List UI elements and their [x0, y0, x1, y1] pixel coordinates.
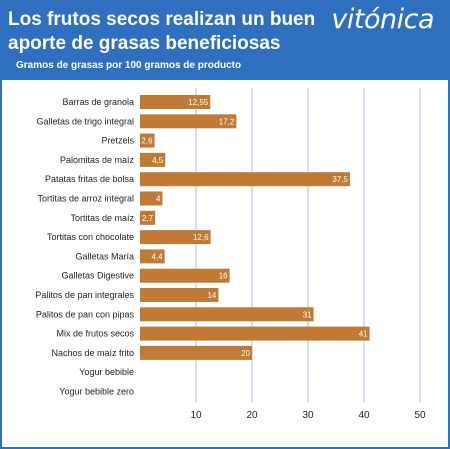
data-label: 20: [241, 349, 250, 358]
data-label: 17,2: [219, 117, 235, 126]
category-label: Palitos de pan con pipas: [36, 309, 135, 319]
data-label: 41: [359, 330, 368, 339]
chart-title: Los frutos secos realizan un buen aporte…: [8, 9, 316, 54]
category-label: Tortitas con chocolate: [47, 232, 134, 242]
category-label: Yogur bebible zero: [59, 387, 134, 397]
data-label: 4: [156, 195, 161, 204]
data-label: 12,55: [188, 98, 209, 107]
bar: [140, 133, 155, 148]
bar: [140, 172, 350, 187]
bar: [140, 191, 163, 206]
x-tick-label: 40: [358, 410, 370, 421]
chart-panel: 10 20 30 40 50 Barras de granola 12,55 Galletas…: [2, 80, 448, 447]
data-label: 2,6: [141, 137, 153, 146]
bar: [140, 95, 211, 109]
x-tick-label: 50: [414, 410, 426, 421]
category-label: Palitos de pan integrales: [35, 290, 134, 300]
bar: [140, 307, 314, 322]
bar: [140, 345, 252, 360]
chart-subtitle: Gramos de grasas por 100 gramos de produ…: [16, 60, 242, 71]
data-label: 4,4: [152, 252, 164, 261]
x-tick-label: 20: [246, 410, 258, 421]
category-label: Nachos de maíz frito: [51, 348, 134, 358]
bar: [140, 230, 211, 245]
x-tick-label: 30: [302, 410, 314, 421]
data-label: 31: [303, 310, 312, 319]
category-label: Pretzels: [101, 136, 134, 146]
data-label: 14: [207, 291, 216, 300]
bar: [140, 114, 237, 129]
brand-logo: vitónica: [331, 4, 434, 35]
bar: [140, 210, 156, 225]
data-label: 4,5: [152, 156, 164, 165]
category-label: Tortitas de arroz integral: [37, 194, 134, 204]
category-label: Palomitas de maíz: [60, 155, 135, 165]
bar: [140, 326, 370, 341]
data-label: 16: [219, 272, 228, 281]
category-label: Galletas María: [75, 251, 134, 261]
category-label: Galletas de trigo integral: [36, 116, 134, 126]
category-label: Patatas fritas de bolsa: [45, 174, 134, 184]
bar: [140, 288, 219, 302]
category-label: Barras de granola: [62, 97, 134, 107]
bar-chart: 10 20 30 40 50 Barras de granola 12,55 Galletas…: [35, 88, 426, 421]
bar: [140, 268, 230, 283]
category-label: Yogur bebible: [79, 367, 134, 377]
x-tick-label: 10: [190, 410, 202, 421]
data-label: 37,5: [332, 175, 348, 184]
data-label: 2,7: [142, 214, 154, 223]
bar: [140, 152, 166, 167]
category-label: Tortitas de maíz: [70, 213, 134, 223]
bar: [140, 249, 165, 264]
data-label: 12,6: [193, 233, 209, 242]
category-label: Galletas Digestive: [61, 271, 134, 281]
category-label: Mix de frutos secos: [56, 329, 134, 339]
